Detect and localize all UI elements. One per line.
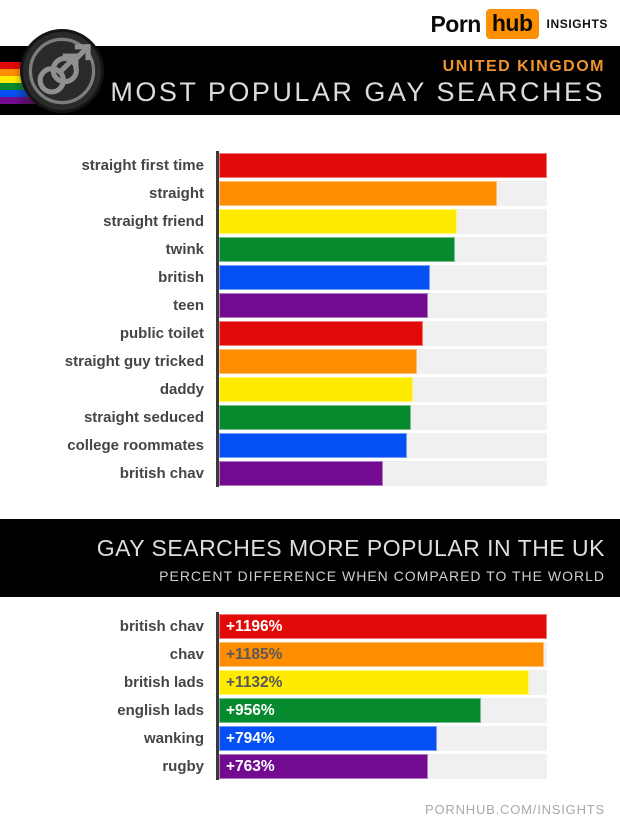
bar-track: +1132% xyxy=(219,670,547,695)
gay-mars-logo-badge xyxy=(20,29,104,113)
bar-twink xyxy=(219,237,455,262)
chart-row: wanking +794% xyxy=(0,726,547,751)
pornhub-insights-logo: Porn hub INSIGHTS xyxy=(430,9,608,39)
bar-track xyxy=(219,181,547,206)
bar-track xyxy=(219,153,547,178)
bar-british-lads: +1132% xyxy=(219,670,530,695)
value-label: +763% xyxy=(226,758,275,775)
chart-row: straight friend xyxy=(0,209,547,234)
rainbow-stripe-purple xyxy=(0,97,58,104)
category-label: straight guy tricked xyxy=(64,353,204,370)
chart-row: british chav xyxy=(0,461,547,486)
category-label: british chav xyxy=(119,618,204,635)
chart-row: college roommates xyxy=(0,433,547,458)
bar-public-toilet xyxy=(219,321,424,346)
category-label: english lads xyxy=(117,702,204,719)
bar-track xyxy=(219,293,547,318)
chart-row: english lads +956% xyxy=(0,698,547,723)
chart-row: british xyxy=(0,265,547,290)
percent-difference-chart: british chav +1196% chav +1185% british lads… xyxy=(0,612,547,780)
category-label: twink xyxy=(165,241,204,258)
category-label: chav xyxy=(169,646,204,663)
category-label: daddy xyxy=(159,381,204,398)
category-label: college roommates xyxy=(67,437,204,454)
category-label: british xyxy=(158,269,204,286)
bar-straight-guy-tricked xyxy=(219,349,418,374)
bar-english-lads: +956% xyxy=(219,698,482,723)
section2-band: GAY SEARCHES MORE POPULAR IN THE UK PERC… xyxy=(0,519,620,597)
bar-track: +763% xyxy=(219,754,547,779)
section2-subtitle: PERCENT DIFFERENCE WHEN COMPARED TO THE … xyxy=(159,568,605,584)
chart-row: public toilet xyxy=(0,321,547,346)
logo-hub-text: hub xyxy=(491,10,533,36)
logo-insights-text: INSIGHTS xyxy=(546,17,608,31)
bar-track xyxy=(219,377,547,402)
logo-hub-box: hub xyxy=(485,9,539,39)
category-label: straight first time xyxy=(81,157,204,174)
chart-row: rugby +763% xyxy=(0,754,547,779)
chart-axis-line xyxy=(216,612,219,780)
region-label: UNITED KINGDOM xyxy=(442,58,605,75)
page-title: MOST POPULAR GAY SEARCHES xyxy=(110,77,605,107)
category-label: british chav xyxy=(119,465,204,482)
bar-track xyxy=(219,265,547,290)
bar-track: +1196% xyxy=(219,614,547,639)
bar-chav: +1185% xyxy=(219,642,545,667)
bar-track xyxy=(219,321,547,346)
bar-track xyxy=(219,405,547,430)
header-band: UNITED KINGDOM MOST POPULAR GAY SEARCHES xyxy=(0,46,620,115)
bar-track xyxy=(219,349,547,374)
section2-title: GAY SEARCHES MORE POPULAR IN THE UK xyxy=(96,535,605,561)
category-label: rugby xyxy=(162,758,204,775)
category-label: teen xyxy=(173,297,204,314)
value-label: +1132% xyxy=(226,674,283,691)
value-label: +794% xyxy=(226,730,275,747)
bar-track xyxy=(219,433,547,458)
bar-wanking: +794% xyxy=(219,726,437,751)
bar-rugby: +763% xyxy=(219,754,429,779)
chart-row: british chav +1196% xyxy=(0,614,547,639)
bar-straight-friend xyxy=(219,209,458,234)
category-label: straight seduced xyxy=(83,409,204,426)
category-label: straight xyxy=(148,185,204,202)
bar-daddy xyxy=(219,377,414,402)
bar-track: +794% xyxy=(219,726,547,751)
bar-straight-first-time xyxy=(219,153,547,178)
bar-teen xyxy=(219,293,429,318)
chart-row: teen xyxy=(0,293,547,318)
chart-row: daddy xyxy=(0,377,547,402)
bar-track xyxy=(219,461,547,486)
category-label: wanking xyxy=(143,730,204,747)
bar-track: +1185% xyxy=(219,642,547,667)
value-label: +1185% xyxy=(226,646,283,663)
double-mars-icon xyxy=(28,37,96,105)
bar-straight xyxy=(219,181,498,206)
bar-british-chav xyxy=(219,461,384,486)
category-label: straight friend xyxy=(103,213,204,230)
category-label: public toilet xyxy=(119,325,204,342)
bar-british xyxy=(219,265,431,290)
chart-row: chav +1185% xyxy=(0,642,547,667)
bar-straight-seduced xyxy=(219,405,411,430)
chart-row: british lads +1132% xyxy=(0,670,547,695)
chart-axis-line xyxy=(216,151,219,487)
chart-row: straight first time xyxy=(0,153,547,178)
bar-british-chav: +1196% xyxy=(219,614,547,639)
logo-porn-text: Porn xyxy=(430,10,481,37)
chart-row: twink xyxy=(0,237,547,262)
chart-row: straight guy tricked xyxy=(0,349,547,374)
bar-track xyxy=(219,209,547,234)
bar-college-roommates xyxy=(219,433,408,458)
value-label: +1196% xyxy=(226,618,283,635)
value-label: +956% xyxy=(226,702,275,719)
popular-searches-chart: straight first time straight straight frie… xyxy=(0,151,547,487)
chart-row: straight seduced xyxy=(0,405,547,430)
bar-track: +956% xyxy=(219,698,547,723)
footer-url: PORNHUB.COM/INSIGHTS xyxy=(425,802,605,817)
bar-track xyxy=(219,237,547,262)
chart-row: straight xyxy=(0,181,547,206)
category-label: british lads xyxy=(123,674,204,691)
